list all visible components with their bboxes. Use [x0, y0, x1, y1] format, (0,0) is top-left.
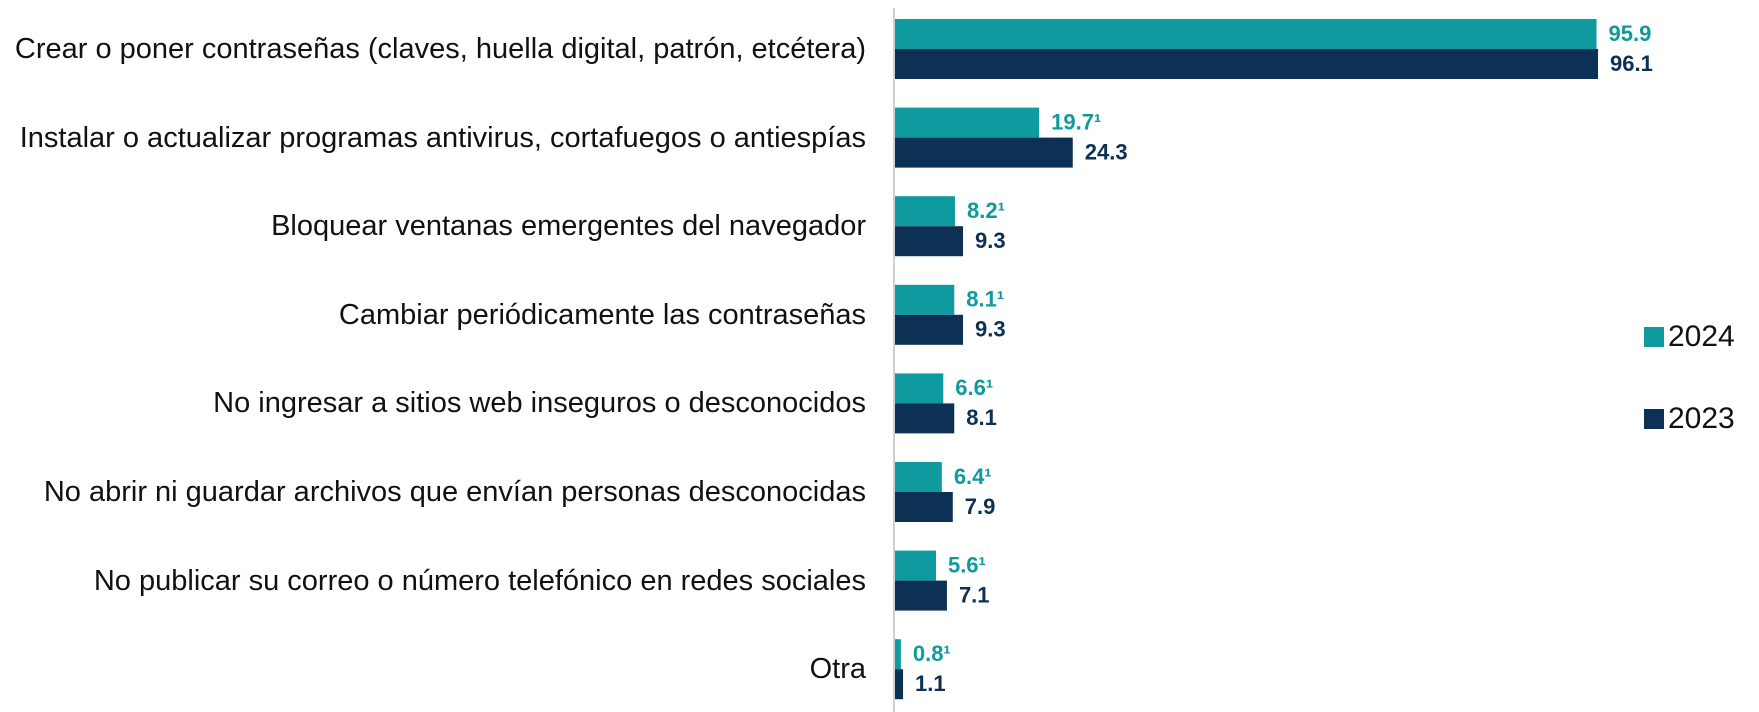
bar	[895, 107, 1040, 138]
value-label: 0.8¹	[913, 641, 951, 666]
value-label: 7.1	[959, 582, 990, 607]
category-label: Bloquear ventanas emergentes del navegad…	[271, 210, 866, 243]
category-label: Instalar o actualizar programas antiviru…	[19, 121, 866, 154]
category-label: No ingresar a sitios web inseguros o des…	[213, 387, 866, 420]
value-label: 6.4¹	[954, 464, 992, 489]
bar	[895, 492, 953, 522]
category-label: Cambiar periódicamente las contraseñas	[338, 298, 866, 331]
value-label: 96.1	[1610, 51, 1653, 76]
value-label: 19.7¹	[1051, 109, 1101, 134]
bar	[895, 639, 901, 670]
category-label: Otra	[809, 653, 866, 686]
legend-label: 2023	[1668, 402, 1735, 435]
value-label: 8.2¹	[967, 198, 1005, 223]
bar	[895, 462, 942, 492]
value-label: 6.6¹	[955, 375, 993, 400]
bar	[895, 314, 964, 345]
bar	[895, 137, 1073, 168]
legend-swatch	[1644, 327, 1664, 347]
value-label: 9.3	[975, 317, 1006, 342]
value-label: 7.9	[965, 494, 996, 519]
value-label: 1.1	[915, 671, 946, 696]
category-label: No abrir ni guardar archivos que envían …	[43, 476, 866, 508]
bar	[895, 19, 1597, 49]
legend-label: 2024	[1668, 320, 1735, 353]
bar	[895, 284, 955, 315]
bar	[895, 580, 947, 611]
value-label: 5.6¹	[948, 552, 986, 577]
bar	[895, 550, 936, 581]
value-label: 95.9	[1609, 21, 1652, 46]
bar	[895, 403, 955, 434]
legend-swatch	[1644, 409, 1664, 429]
bar	[895, 373, 944, 404]
value-label: 8.1	[966, 405, 997, 430]
bar	[895, 196, 955, 227]
category-label: Crear o poner contraseñas (claves, huell…	[14, 33, 866, 65]
value-label: 24.3	[1085, 139, 1128, 164]
category-label: No publicar su correo o número telefónic…	[93, 564, 866, 597]
bar	[895, 226, 964, 257]
bar	[895, 49, 1598, 79]
value-label: 8.1¹	[966, 287, 1004, 312]
bar	[895, 669, 904, 700]
value-label: 9.3	[975, 228, 1006, 253]
